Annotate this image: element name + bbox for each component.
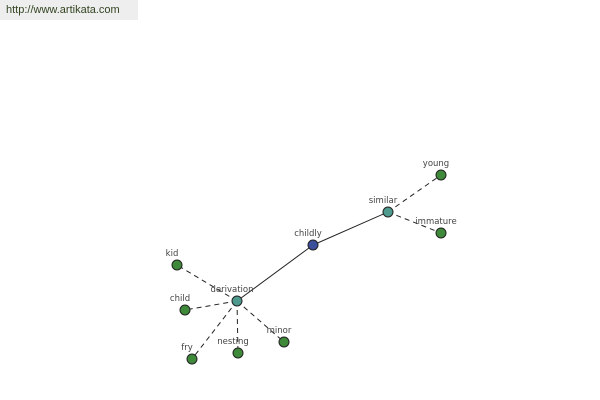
node (435, 169, 447, 181)
node-label: minor (267, 326, 292, 336)
node-label: childly (294, 229, 322, 239)
node-label: similar (369, 196, 398, 206)
edge (312, 211, 389, 246)
edge (236, 300, 285, 343)
edge (184, 300, 238, 311)
node (231, 295, 243, 307)
node-label: nesting (217, 337, 249, 347)
edge (387, 211, 442, 234)
site-link[interactable]: http://www.artikata.com (6, 4, 120, 16)
node-label: fry (181, 343, 193, 353)
node (435, 227, 447, 239)
edge (176, 264, 238, 302)
edge (191, 300, 238, 360)
node-label: immature (415, 217, 456, 227)
node (307, 239, 319, 251)
node-label: young (423, 159, 449, 169)
edge (236, 244, 314, 302)
node-label: kid (166, 249, 179, 259)
node (278, 336, 290, 348)
node (186, 353, 198, 365)
node (171, 259, 183, 271)
edge (387, 174, 442, 213)
node-label: child (170, 294, 190, 304)
header: http://www.artikata.com (0, 0, 138, 20)
node (179, 304, 191, 316)
node (232, 347, 244, 359)
node-label: derivation (210, 285, 253, 295)
node (382, 206, 394, 218)
